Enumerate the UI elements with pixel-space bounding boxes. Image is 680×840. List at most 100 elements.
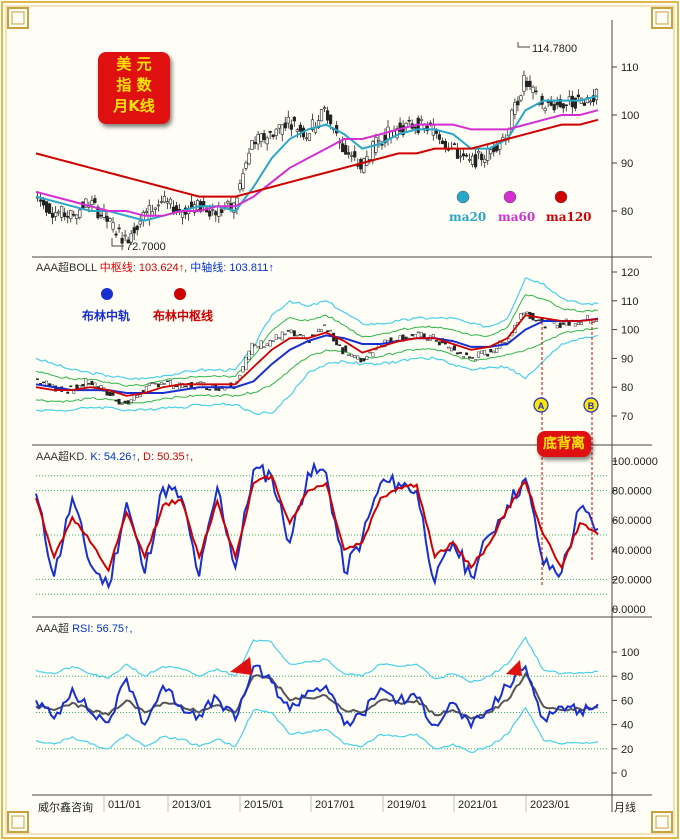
boll-candle bbox=[579, 322, 583, 326]
boll-candle bbox=[471, 357, 475, 359]
candle-body bbox=[41, 199, 46, 206]
candle-body bbox=[344, 145, 348, 155]
candle-body bbox=[383, 134, 387, 144]
boll-candle bbox=[144, 386, 148, 393]
candle-body bbox=[51, 212, 55, 218]
boll-candle bbox=[534, 319, 538, 322]
boll-candle bbox=[93, 382, 97, 387]
x-axis-tick: 2023/01 bbox=[530, 799, 570, 811]
boll-candle bbox=[362, 358, 366, 362]
boll-candle bbox=[159, 382, 163, 385]
candle-body bbox=[138, 220, 142, 225]
boll-candle bbox=[486, 353, 490, 357]
candle-body bbox=[561, 103, 565, 109]
candle-body bbox=[165, 201, 170, 204]
candle-body bbox=[90, 200, 94, 206]
boll-candle bbox=[446, 346, 450, 349]
title-badge: 美 元 指 数 月K线 bbox=[98, 52, 170, 124]
boll-candle bbox=[468, 356, 472, 359]
boll-center-legend-dot bbox=[174, 288, 186, 300]
boll-candle bbox=[66, 391, 70, 394]
boll-candle bbox=[477, 351, 481, 358]
candle-body bbox=[316, 120, 321, 129]
candle-body bbox=[180, 211, 185, 218]
candle-body bbox=[190, 201, 194, 208]
candle-body bbox=[443, 141, 448, 149]
boll-candle bbox=[356, 355, 360, 360]
kd-k-value: K: 54.26↑ bbox=[90, 451, 137, 463]
rsi-y-tick: 40 bbox=[621, 720, 633, 732]
boll-candle bbox=[474, 359, 478, 362]
candle-body bbox=[54, 212, 58, 217]
boll-candle bbox=[286, 330, 290, 332]
boll-candle bbox=[543, 326, 547, 329]
boll-y-tick: 110 bbox=[621, 296, 639, 308]
boll-candle bbox=[522, 312, 526, 316]
candle-body bbox=[283, 122, 287, 129]
boll-candle bbox=[558, 322, 562, 328]
kd-k-line bbox=[35, 461, 599, 590]
candle-body bbox=[588, 100, 593, 103]
candle-body bbox=[274, 128, 278, 136]
candle-body bbox=[292, 116, 296, 122]
boll-candle bbox=[292, 330, 296, 337]
candle-body bbox=[480, 153, 484, 161]
x-axis-tick: 011/01 bbox=[108, 799, 141, 811]
candle-body bbox=[120, 237, 124, 244]
candle-body bbox=[534, 90, 538, 93]
candle-body bbox=[162, 195, 167, 203]
boll-candle bbox=[537, 319, 541, 321]
candle-body bbox=[395, 128, 399, 139]
boll-candle bbox=[410, 334, 414, 337]
candle-body bbox=[250, 139, 254, 150]
candle-body bbox=[211, 209, 215, 211]
boll-candle bbox=[453, 345, 456, 351]
candle-body bbox=[455, 148, 460, 159]
y-axis-ticks: 110 100 90 80 120 110 100 90 80 70 100.0000 80.0000… bbox=[612, 62, 658, 780]
candle-body bbox=[247, 152, 251, 165]
boll-candle bbox=[320, 329, 323, 332]
boll-candle bbox=[283, 333, 287, 336]
boll-candle bbox=[42, 381, 46, 384]
kd-title-prefix: AAA超KD. bbox=[36, 451, 88, 463]
candle-body bbox=[78, 209, 82, 218]
boll-candle bbox=[126, 400, 130, 404]
boll-candle bbox=[350, 353, 354, 357]
candle-body bbox=[84, 198, 88, 208]
candle-body bbox=[440, 140, 444, 145]
boll-candle bbox=[241, 366, 245, 373]
boll-candle bbox=[576, 322, 580, 325]
candle-body bbox=[129, 233, 133, 243]
candle-body bbox=[47, 203, 52, 214]
boll-candle bbox=[262, 346, 266, 349]
candle-body bbox=[552, 104, 556, 111]
ma60-line bbox=[35, 109, 599, 217]
boll-candle bbox=[295, 334, 299, 337]
candle-body bbox=[196, 200, 200, 211]
candle-body bbox=[214, 211, 218, 216]
boll-candle bbox=[480, 350, 484, 354]
boll-candle bbox=[90, 380, 94, 386]
candle-body bbox=[63, 212, 67, 217]
candle-body bbox=[407, 119, 411, 122]
boll-title: AAA超BOLL 中枢线: 103.624↑, 中轴线: 103.811↑ bbox=[36, 262, 274, 274]
candle-body bbox=[238, 183, 242, 191]
candle-body bbox=[558, 98, 562, 108]
candle-body bbox=[144, 211, 148, 213]
boll-candle bbox=[416, 331, 420, 334]
candle-body bbox=[341, 143, 345, 153]
boll-candle bbox=[437, 341, 441, 346]
candle-body bbox=[159, 201, 163, 203]
candle-body bbox=[582, 102, 587, 106]
boll-y-tick: 70 bbox=[621, 411, 633, 423]
footer-source: 威尔鑫咨询 bbox=[38, 802, 93, 814]
boll-center-legend: 布林中枢线 bbox=[153, 309, 214, 323]
x-axis-tick: 2017/01 bbox=[315, 799, 355, 811]
x-axis-tick: 2019/01 bbox=[387, 799, 427, 811]
candle-body bbox=[232, 202, 236, 213]
candle-body bbox=[256, 134, 260, 145]
boll-candle bbox=[404, 336, 408, 339]
boll-candle bbox=[123, 400, 127, 404]
x-axis-tick: 2015/01 bbox=[244, 799, 284, 811]
